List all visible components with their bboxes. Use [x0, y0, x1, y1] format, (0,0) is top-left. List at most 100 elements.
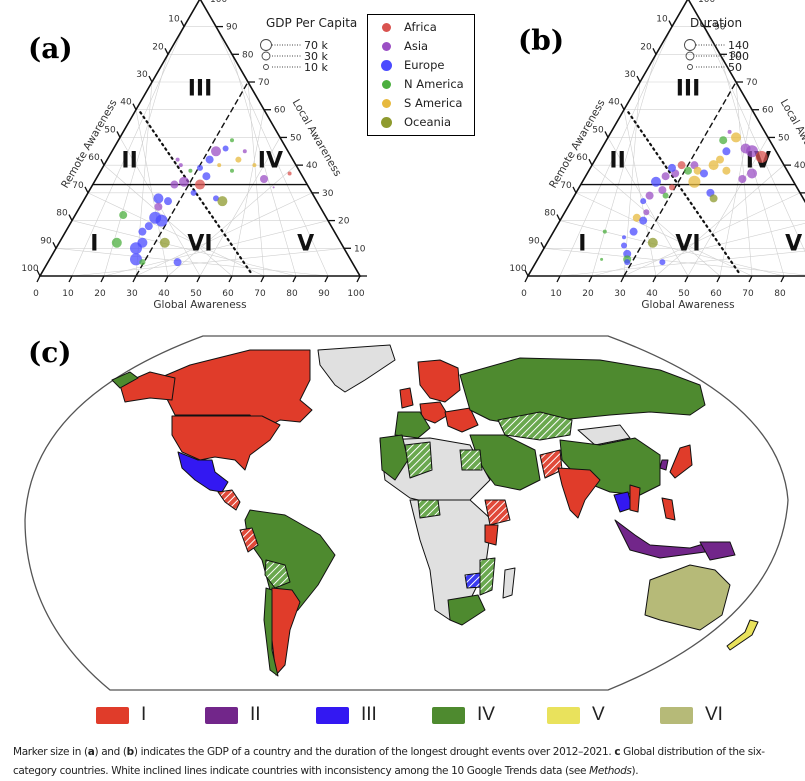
country-australia [644, 564, 731, 631]
data-point [217, 196, 228, 207]
data-point [111, 237, 122, 248]
axis-label-global: Global Awareness [641, 299, 734, 311]
svg-text:90: 90 [226, 23, 238, 33]
data-point [727, 129, 732, 134]
africa-marker-icon [382, 22, 391, 32]
svg-text:50: 50 [190, 289, 202, 299]
ternary-plot-b: (b) 000101010202020303030404040505050606… [509, 0, 805, 311]
region-label-vi: VI [187, 232, 212, 257]
country-peru-ecuador [239, 527, 259, 553]
svg-text:30: 30 [136, 70, 148, 80]
country-greenland [317, 344, 396, 393]
svg-text:40: 40 [120, 98, 132, 108]
axis-label-remote: Remote Awareness [59, 98, 120, 191]
country-india [557, 467, 601, 519]
svg-text:10: 10 [550, 289, 562, 299]
category-vi-swatch [660, 706, 693, 724]
svg-text:30: 30 [624, 70, 636, 80]
data-point [722, 166, 731, 175]
data-point [647, 237, 658, 248]
country-western-europe [394, 411, 431, 439]
svg-text:30: 30 [126, 289, 138, 299]
data-point [621, 242, 627, 249]
data-point [144, 222, 153, 231]
data-point [662, 192, 669, 199]
svg-text:0: 0 [521, 289, 527, 299]
data-point [230, 138, 234, 143]
data-point [178, 163, 183, 168]
svg-text:80: 80 [56, 209, 68, 219]
country-mozambique [479, 557, 496, 596]
data-point [260, 175, 268, 184]
data-point [643, 209, 650, 216]
data-point [661, 172, 670, 181]
svg-text:10 k: 10 k [304, 61, 328, 74]
category-legend-item-iii: III [316, 704, 377, 726]
svg-text:70: 70 [258, 78, 270, 88]
data-point [179, 176, 189, 187]
region-label-i: I [578, 232, 586, 257]
country-nigeria [417, 499, 441, 519]
svg-text:10: 10 [656, 15, 668, 25]
data-point [600, 257, 604, 261]
svg-text:80: 80 [774, 289, 786, 299]
data-point [719, 136, 728, 145]
svg-text:10: 10 [62, 289, 74, 299]
svg-text:80: 80 [286, 289, 298, 299]
country-mexico [177, 451, 229, 493]
ternary-plot-a: (a) 000101010202020303030404040505050606… [21, 0, 367, 311]
svg-text:50: 50 [592, 125, 604, 135]
svg-text:70: 70 [72, 181, 84, 191]
data-point [202, 172, 211, 181]
svg-text:100: 100 [509, 264, 526, 274]
region-label-iii: III [188, 77, 213, 102]
country-south-africa [447, 594, 486, 626]
data-point [213, 195, 219, 202]
data-point [693, 166, 702, 175]
country-vietnam [629, 484, 641, 513]
data-point [651, 176, 661, 187]
country-japan [669, 444, 693, 479]
legend-item-africa: Africa [376, 18, 437, 36]
data-point [153, 193, 164, 204]
legend-item-n-america: N America [376, 75, 464, 93]
country-central-america [217, 489, 241, 511]
svg-text:90: 90 [528, 236, 540, 246]
svg-text:10: 10 [168, 15, 180, 25]
svg-text:100: 100 [21, 264, 38, 274]
svg-text:20: 20 [640, 42, 652, 52]
region-label-v: V [297, 232, 314, 257]
data-point [139, 259, 146, 266]
svg-text:50: 50 [778, 133, 790, 143]
category-legend-item-v: V [547, 704, 605, 726]
svg-text:40: 40 [306, 161, 318, 171]
svg-text:60: 60 [88, 153, 100, 163]
asia-marker-icon [382, 41, 391, 51]
data-point [190, 189, 197, 196]
data-point [205, 155, 214, 164]
country-new-zealand [726, 619, 759, 651]
data-point [159, 237, 170, 248]
data-point [602, 229, 607, 234]
panel-label-c: (c) [28, 336, 72, 369]
region-label-vi: VI [675, 232, 700, 257]
country-madagascar [502, 567, 516, 599]
country-egypt [459, 449, 483, 471]
svg-text:100: 100 [210, 0, 227, 5]
size-legend-title: Duration [690, 16, 742, 30]
svg-text:50: 50 [728, 61, 742, 74]
country-philippines [661, 497, 676, 521]
svg-text:60: 60 [274, 106, 286, 116]
oceania-marker-icon [381, 116, 392, 128]
data-point [217, 163, 222, 168]
svg-text:90: 90 [40, 236, 52, 246]
panel-label-b: (b) [518, 24, 564, 57]
data-point [629, 227, 638, 236]
country-russia-east-tip [111, 371, 139, 389]
svg-text:50: 50 [104, 125, 116, 135]
data-point [130, 242, 142, 255]
data-point [623, 249, 632, 258]
data-point [155, 214, 168, 227]
data-point [746, 145, 758, 158]
category-legend-item-vi: VI [660, 704, 723, 726]
